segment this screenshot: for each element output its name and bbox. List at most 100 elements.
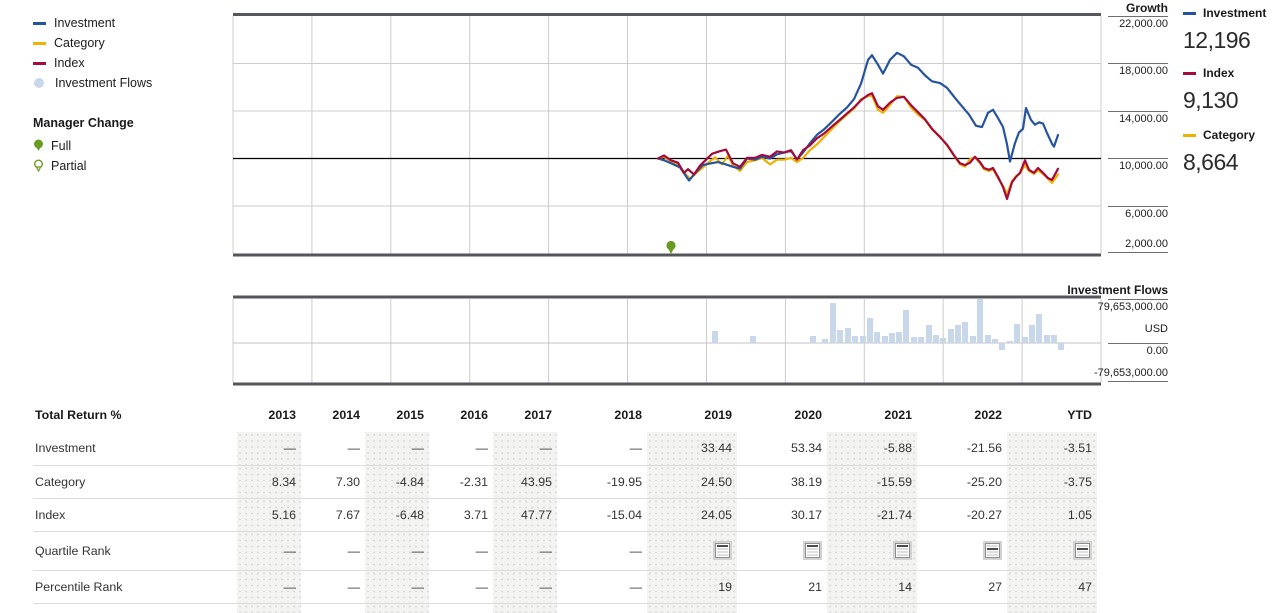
manager-change-title: Manager Change <box>33 116 134 130</box>
table-cell: — <box>365 570 429 604</box>
table-cell: — <box>557 432 647 466</box>
table-cell: — <box>429 432 493 466</box>
charts-svg[interactable] <box>0 0 1180 400</box>
col-header-2018: 2018 <box>614 408 642 422</box>
quartile-rank-icon-q1 <box>893 541 912 560</box>
index-dash-icon <box>1183 71 1196 75</box>
summary-index-value: 9,130 <box>1183 87 1239 113</box>
table-row-category: Category 8.34 7.30 -4.84 -2.31 43.95 -19.95 24.… <box>33 465 1097 499</box>
table-cell: 5.16 <box>237 498 301 532</box>
series-line-index <box>656 92 1060 200</box>
flow-bar <box>882 336 888 343</box>
table-row-investment: Investment — — — — — —33.44 53.34 -5.88 -21.56 -3.… <box>33 432 1097 466</box>
flow-bar <box>889 333 895 343</box>
table-cell <box>827 531 917 571</box>
flow-bar <box>970 336 976 343</box>
summary-category: Category 8,664 <box>1183 127 1283 176</box>
flows-tick: -79,653,000.00 <box>1093 367 1168 382</box>
flows-tick: 79,653,000.00 <box>1097 298 1168 313</box>
table-cell: 30.17 <box>737 498 827 532</box>
flow-bar <box>1051 335 1057 343</box>
table-cell: — <box>301 531 365 571</box>
flow-bar <box>933 335 939 343</box>
summary-investment-label: Investment <box>1203 6 1267 20</box>
col-header-2022: 2022 <box>974 408 1002 422</box>
growth-tick: 18,000.00 <box>1093 63 1168 77</box>
col-header-2013: 2013 <box>268 408 296 422</box>
flow-bar <box>940 338 946 343</box>
legend-label: Investment Flows <box>55 76 153 90</box>
table-cell: 47 <box>1007 570 1097 604</box>
row-label: Index <box>33 498 237 532</box>
flow-bar <box>852 336 858 343</box>
flow-bar <box>911 337 917 343</box>
col-header-2016: 2016 <box>460 408 488 422</box>
flow-bar <box>1029 325 1035 343</box>
summary-index: Index 9,130 <box>1183 65 1283 114</box>
flow-bar <box>750 336 756 343</box>
table-cell: 43.95 <box>493 465 557 499</box>
growth-axis-title: Growth <box>1126 1 1168 15</box>
flow-bar <box>1058 343 1064 350</box>
table-cell: 7.67 <box>301 498 365 532</box>
flow-bar <box>948 329 954 343</box>
quartile-rank-icon-q2 <box>1073 541 1092 560</box>
table-cell: 27 <box>917 570 1007 604</box>
table-cell: -15.59 <box>827 465 917 499</box>
summary-investment: Investment 12,196 <box>1183 5 1283 54</box>
flow-bar <box>830 303 836 343</box>
table-cell: — <box>237 531 301 571</box>
flow-bar <box>1044 335 1050 343</box>
table-cell: — <box>365 432 429 466</box>
quartile-rank-icon-q2 <box>983 541 1002 560</box>
investment-dash-icon <box>1183 11 1196 15</box>
flows-tick: 0.00 <box>1093 342 1168 357</box>
flow-bar <box>1036 314 1042 343</box>
flows-axis-title: Investment Flows <box>1067 283 1168 297</box>
table-cell: — <box>365 531 429 571</box>
legend-label: Category <box>54 36 105 50</box>
flow-bar <box>962 322 968 343</box>
table-cell: -3.51 <box>1007 432 1097 466</box>
series-line-investment <box>656 51 1060 182</box>
flow-bar <box>992 339 998 343</box>
flow-bar <box>712 331 718 343</box>
flow-bar <box>860 336 866 343</box>
table-cell: 1.05 <box>1007 498 1097 532</box>
legend-item-partial[interactable]: Partial <box>33 156 223 176</box>
table-cell: 14 <box>827 570 917 604</box>
category-swatch-icon <box>33 41 46 45</box>
summary-index-label: Index <box>1203 66 1235 80</box>
legend-item-investment[interactable]: Investment <box>33 13 223 33</box>
summary-investment-value: 12,196 <box>1183 27 1251 53</box>
col-header-2019: 2019 <box>704 408 732 422</box>
table-cell: 21 <box>737 570 827 604</box>
table-cell: -19.95 <box>557 465 647 499</box>
legend-item-index[interactable]: Index <box>33 53 223 73</box>
charts-layer[interactable] <box>0 0 1180 400</box>
table-cell: -5.88 <box>827 432 917 466</box>
chart-legend: Investment Category Index Investment Flo… <box>33 13 223 176</box>
flow-bar <box>918 337 924 343</box>
table-cell: -6.48 <box>365 498 429 532</box>
legend-item-investment-flows[interactable]: Investment Flows <box>33 73 223 93</box>
legend-label: Partial <box>51 159 87 173</box>
investment-flows-swatch-icon <box>34 78 44 88</box>
flow-bar <box>1007 341 1013 343</box>
col-header-2017: 2017 <box>524 408 552 422</box>
table-cell: 3.71 <box>429 498 493 532</box>
col-header-2014: 2014 <box>332 408 360 422</box>
table-cell: -21.56 <box>917 432 1007 466</box>
table-cell <box>1007 531 1097 571</box>
flow-bar <box>822 339 828 343</box>
summary-category-value: 8,664 <box>1183 149 1239 175</box>
legend-item-full[interactable]: Full <box>33 136 223 156</box>
legend-item-category[interactable]: Category <box>33 33 223 53</box>
table-cell: -25.20 <box>917 465 1007 499</box>
table-cell: 19 <box>647 570 737 604</box>
table-cell <box>647 531 737 571</box>
table-cell: — <box>493 432 557 466</box>
full-pin-icon <box>33 139 44 153</box>
growth-tick: 14,000.00 <box>1093 110 1168 125</box>
